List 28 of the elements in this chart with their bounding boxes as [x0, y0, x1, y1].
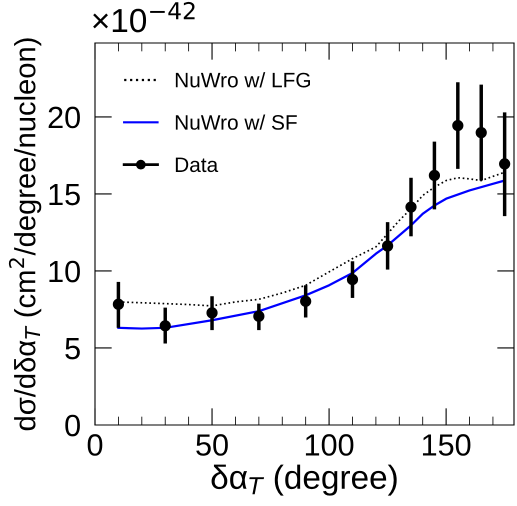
point [346, 274, 358, 286]
point [253, 310, 264, 322]
y-tick-label: 0 [65, 414, 80, 436]
y-tick-label: 5 [65, 338, 80, 360]
x-tick-label: 150 [422, 434, 470, 456]
point [160, 320, 171, 332]
y-tick-label: 20 [48, 106, 80, 128]
point [382, 240, 394, 252]
point [476, 127, 487, 138]
point [112, 298, 124, 310]
x-tick-label: 100 [306, 434, 354, 456]
point [300, 296, 312, 307]
legend-label: NuWro w/ LFG [176, 72, 310, 88]
point [499, 158, 510, 170]
y-axis-title: dσ/dδα$_{T}$ (cm$^{2}$/degree/nucleon) [8, 38, 42, 430]
point [405, 201, 417, 213]
text: ×10$^{−42}$ [93, 2, 195, 32]
y-tick-label: 10 [49, 260, 80, 282]
x-tick-label: 0 [88, 434, 102, 456]
point [452, 120, 464, 132]
x-axis-title: δα$_{T}$ (degree) [212, 464, 397, 496]
point [206, 307, 218, 318]
legend-label: Data [176, 158, 218, 172]
point [428, 170, 440, 182]
y-tick-label: 15 [49, 184, 80, 206]
x-tick-label: 50 [196, 434, 228, 456]
legend-label: NuWro w/ SF [176, 114, 297, 130]
line-series [117, 179, 506, 330]
